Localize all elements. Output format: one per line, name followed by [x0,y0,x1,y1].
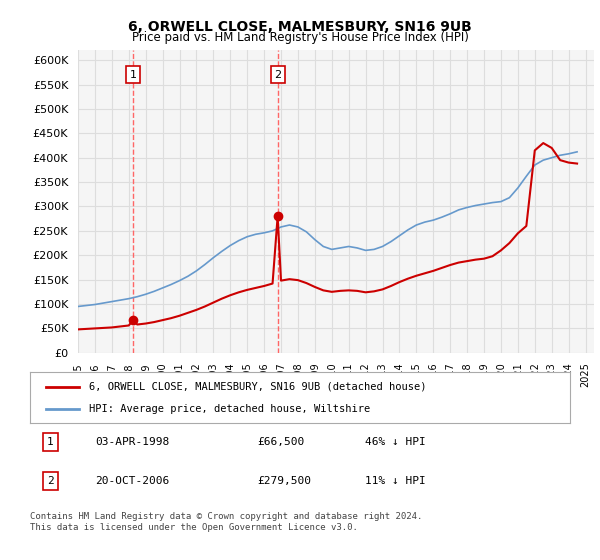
Text: 6, ORWELL CLOSE, MALMESBURY, SN16 9UB: 6, ORWELL CLOSE, MALMESBURY, SN16 9UB [128,20,472,34]
Text: 20-OCT-2006: 20-OCT-2006 [95,476,169,486]
Text: £66,500: £66,500 [257,437,304,447]
Text: Contains HM Land Registry data © Crown copyright and database right 2024.
This d: Contains HM Land Registry data © Crown c… [30,512,422,532]
Text: £279,500: £279,500 [257,476,311,486]
Text: 03-APR-1998: 03-APR-1998 [95,437,169,447]
Text: 6, ORWELL CLOSE, MALMESBURY, SN16 9UB (detached house): 6, ORWELL CLOSE, MALMESBURY, SN16 9UB (d… [89,381,427,391]
Text: 11% ↓ HPI: 11% ↓ HPI [365,476,425,486]
Text: HPI: Average price, detached house, Wiltshire: HPI: Average price, detached house, Wilt… [89,404,371,414]
Text: 2: 2 [274,70,281,80]
Text: 46% ↓ HPI: 46% ↓ HPI [365,437,425,447]
Text: 2: 2 [47,476,54,486]
Text: Price paid vs. HM Land Registry's House Price Index (HPI): Price paid vs. HM Land Registry's House … [131,31,469,44]
Text: 1: 1 [130,70,136,80]
Text: 1: 1 [47,437,54,447]
